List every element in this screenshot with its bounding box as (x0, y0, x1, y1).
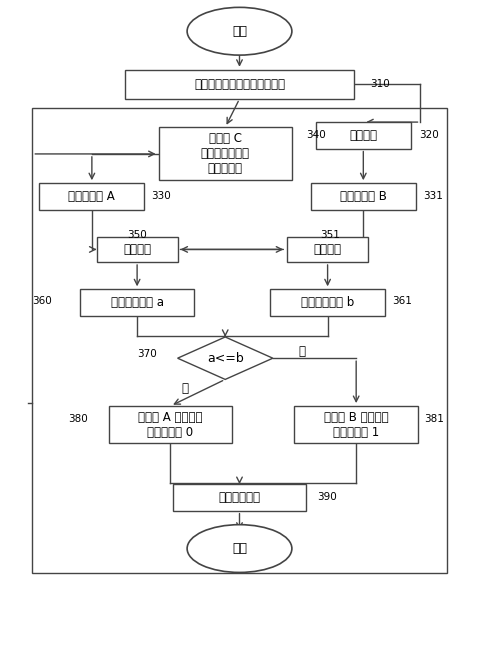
Text: 361: 361 (392, 296, 412, 306)
Text: 350: 350 (127, 230, 148, 240)
Text: 370: 370 (137, 349, 157, 359)
Text: 按位异或: 按位异或 (314, 243, 342, 256)
Text: 390: 390 (317, 492, 337, 502)
Text: 310: 310 (370, 79, 390, 89)
Text: 按位加和得值 a: 按位加和得值 a (111, 296, 164, 309)
Text: a<=b: a<=b (207, 352, 244, 365)
Text: 380: 380 (68, 414, 88, 424)
FancyBboxPatch shape (159, 127, 292, 180)
Text: 按位取反: 按位取反 (349, 129, 377, 142)
Text: 331: 331 (423, 191, 443, 201)
Text: 寄存器 C
寄存上一个周期
已编码数据: 寄存器 C 寄存上一个周期 已编码数据 (201, 133, 250, 175)
Text: 存入寄存器 B: 存入寄存器 B (340, 190, 387, 203)
Text: 读入当前时钟周期待编码数据: 读入当前时钟周期待编码数据 (194, 78, 285, 91)
Text: 开始: 开始 (232, 25, 247, 38)
Text: 寄存器 B 值为结果
置标志位为 1: 寄存器 B 值为结果 置标志位为 1 (324, 410, 388, 438)
FancyBboxPatch shape (125, 70, 354, 99)
Text: 320: 320 (420, 131, 439, 141)
Text: 是: 是 (181, 382, 188, 395)
Text: 存入寄存器 A: 存入寄存器 A (68, 190, 115, 203)
Text: 340: 340 (306, 131, 326, 141)
Text: 寄存器 A 值为结果
置标志位为 0: 寄存器 A 值为结果 置标志位为 0 (138, 410, 203, 438)
FancyBboxPatch shape (271, 289, 385, 316)
Text: 输出编码数据: 输出编码数据 (218, 491, 261, 504)
FancyBboxPatch shape (311, 183, 416, 210)
FancyBboxPatch shape (316, 122, 411, 149)
FancyBboxPatch shape (287, 237, 368, 262)
Text: 结束: 结束 (232, 542, 247, 555)
Text: 按位加和得值 b: 按位加和得值 b (301, 296, 354, 309)
Text: 360: 360 (33, 296, 52, 306)
Text: 330: 330 (151, 191, 171, 201)
Text: 351: 351 (320, 230, 341, 240)
FancyBboxPatch shape (80, 289, 194, 316)
FancyBboxPatch shape (294, 406, 418, 443)
FancyBboxPatch shape (39, 183, 144, 210)
Text: 按位异或: 按位异或 (123, 243, 151, 256)
Text: 381: 381 (424, 414, 444, 424)
FancyBboxPatch shape (173, 484, 306, 511)
Text: 否: 否 (298, 345, 305, 358)
Polygon shape (178, 337, 273, 380)
Ellipse shape (187, 7, 292, 55)
FancyBboxPatch shape (97, 237, 178, 262)
Ellipse shape (187, 525, 292, 572)
FancyBboxPatch shape (109, 406, 232, 443)
